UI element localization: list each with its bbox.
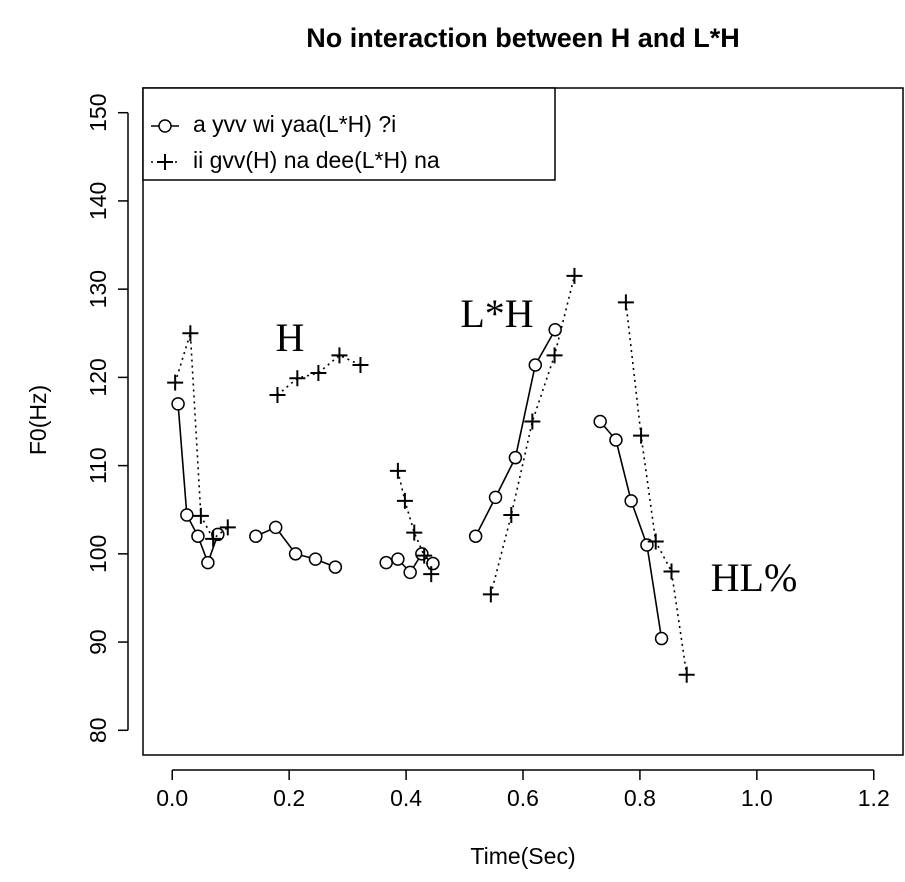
- y-tick-label: 150: [85, 94, 111, 132]
- data-point: [289, 370, 306, 387]
- data-point: [211, 527, 225, 542]
- y-tick-label: 100: [85, 535, 111, 573]
- data-point: [249, 529, 263, 543]
- data-point: [352, 357, 369, 374]
- data-point: [171, 397, 185, 411]
- data-point: [548, 322, 562, 337]
- y-axis-label: F0(Hz): [25, 385, 51, 455]
- data-point: [192, 507, 209, 524]
- data-point: [482, 586, 499, 603]
- data-point: [654, 631, 669, 646]
- data-point: [488, 490, 503, 505]
- data-point: [379, 555, 393, 570]
- x-axis-label: Time(Sec): [470, 843, 575, 869]
- data-point: [528, 358, 543, 372]
- y-tick-label: 110: [85, 447, 111, 484]
- data-point: [647, 533, 664, 550]
- data-point: [416, 547, 433, 564]
- data-point: [406, 524, 423, 541]
- data-point: [328, 560, 343, 574]
- annotation: HL%: [711, 555, 798, 600]
- data-point: [310, 364, 327, 381]
- data-point: [180, 508, 194, 522]
- data-point: [617, 294, 634, 311]
- data-point: [403, 565, 417, 580]
- data-point: [219, 519, 236, 536]
- data-point: [167, 374, 184, 391]
- y-tick-label: 140: [85, 182, 111, 220]
- annotation: H: [276, 315, 305, 360]
- data-point: [415, 547, 429, 561]
- legend-marker: [157, 154, 173, 170]
- data-point: [663, 563, 680, 580]
- legend-box: [142, 87, 556, 181]
- x-tick-label: 0.4: [390, 785, 422, 811]
- data-point: [593, 414, 607, 429]
- data-point: [633, 427, 650, 444]
- y-tick-label: 90: [85, 629, 111, 655]
- data-point: [546, 347, 563, 364]
- x-tick-label: 0.0: [156, 785, 188, 811]
- x-tick-label: 0.8: [624, 785, 656, 811]
- data-point: [678, 666, 695, 683]
- chart-title: No interaction between H and L*H: [306, 23, 740, 53]
- data-point: [503, 507, 520, 524]
- data-point: [205, 530, 222, 547]
- data-point: [423, 566, 440, 583]
- data-point: [524, 413, 541, 430]
- data-point: [288, 547, 303, 561]
- data-point: [182, 325, 199, 342]
- data-point: [191, 529, 205, 543]
- x-tick-label: 0.6: [507, 785, 539, 811]
- data-point: [269, 387, 286, 404]
- data-point: [468, 529, 483, 543]
- x-tick-label: 1.2: [858, 785, 890, 811]
- y-tick-label: 130: [85, 270, 111, 308]
- legend-label: a yvv wi yaa(L*H) ?i: [193, 111, 396, 137]
- annotation: L*H: [460, 291, 533, 336]
- data-point: [268, 520, 283, 535]
- series-line: [177, 329, 663, 639]
- x-tick-label: 1.0: [741, 785, 773, 811]
- y-tick-label: 120: [85, 358, 111, 396]
- y-tick-label: 80: [85, 717, 111, 743]
- data-point: [391, 552, 405, 566]
- data-point: [609, 433, 623, 447]
- data-point: [624, 494, 638, 508]
- legend-marker: [158, 119, 172, 133]
- data-point: [201, 555, 215, 570]
- legend-label: ii gvv(H) na dee(L*H) na: [193, 147, 440, 173]
- data-point: [396, 492, 413, 509]
- data-point: [566, 267, 583, 284]
- data-point: [308, 552, 323, 566]
- series-line: [174, 275, 688, 675]
- data-point: [508, 450, 523, 465]
- data-point: [426, 556, 440, 571]
- data-point: [389, 462, 406, 479]
- x-tick-label: 0.2: [273, 785, 305, 811]
- data-point: [331, 347, 348, 364]
